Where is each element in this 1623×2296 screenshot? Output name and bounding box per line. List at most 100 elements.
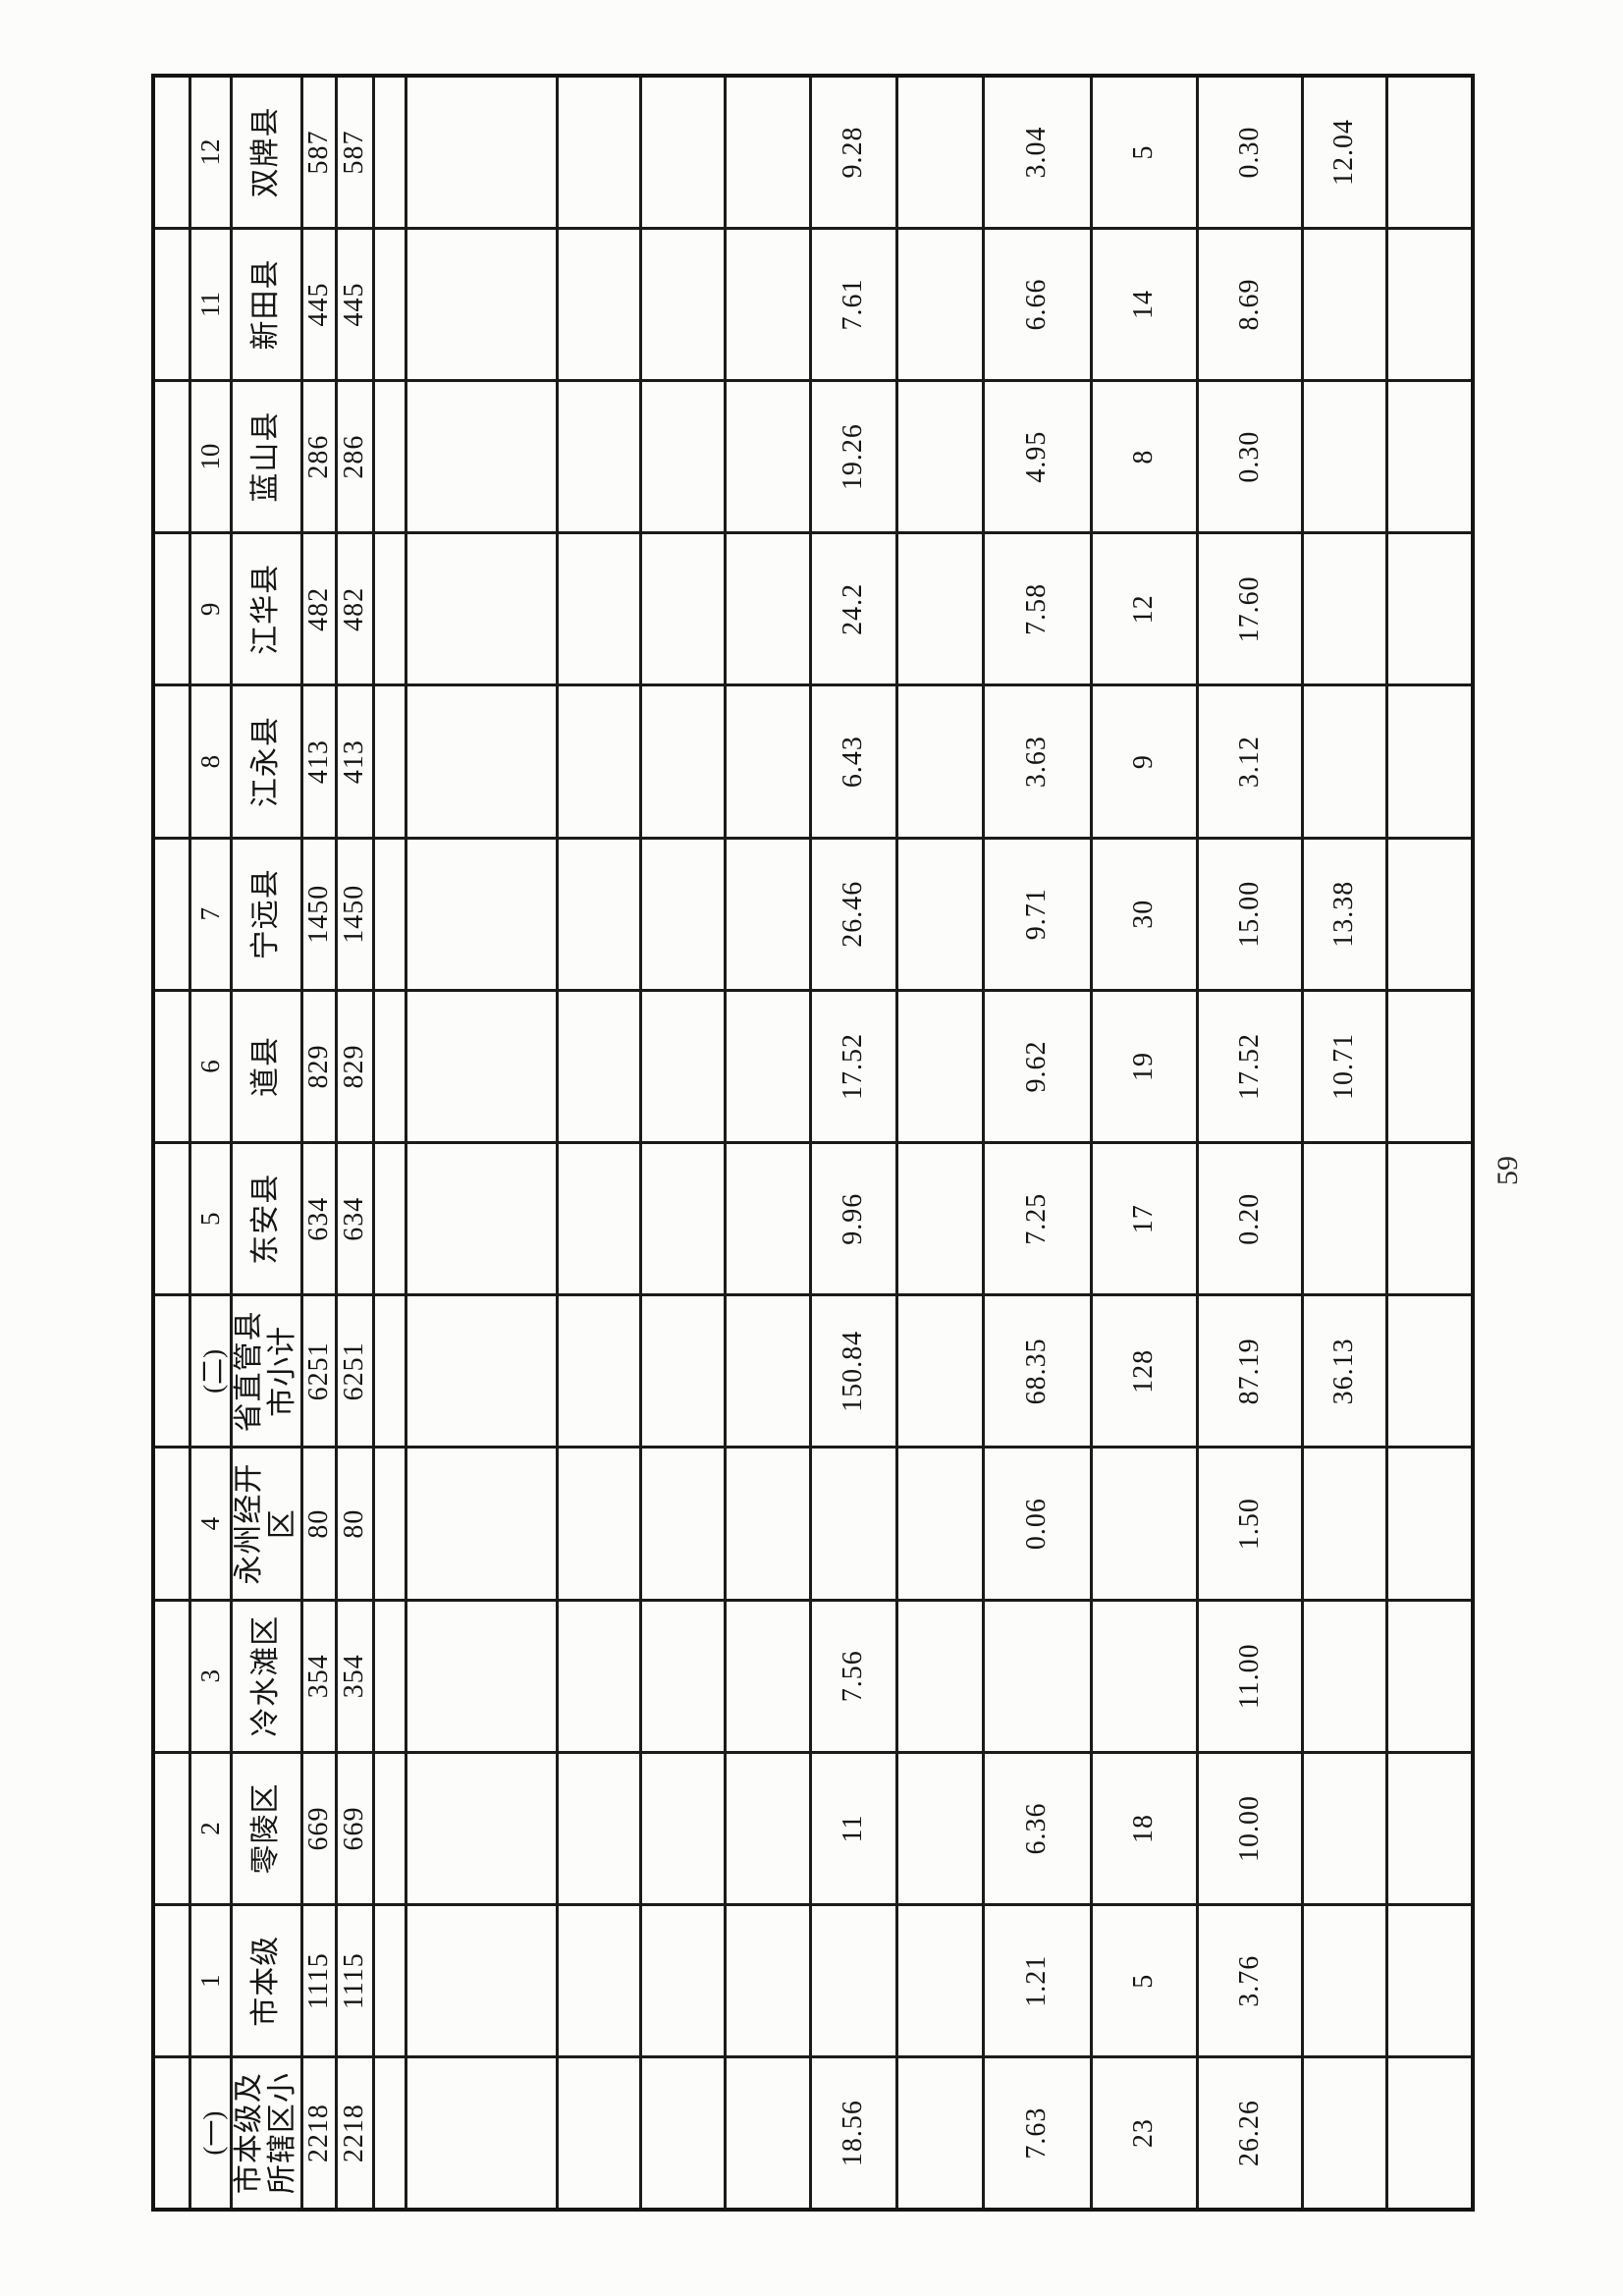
cell-col7-row13: 7.25	[983, 1142, 1091, 1295]
cell-col10-row4: 413	[301, 684, 336, 839]
cell-col3-row6	[373, 1752, 406, 1905]
cell-col14-row12	[896, 76, 983, 229]
cell-col7-row10	[725, 1142, 810, 1295]
cell-col14-row4: 587	[301, 76, 336, 229]
cell-col6-row7	[406, 1294, 557, 1448]
cell-col2-row6	[373, 1904, 406, 2057]
cell-col9-row7	[406, 838, 557, 991]
cell-col2-row10	[725, 1904, 810, 2057]
cell-col10-row9	[640, 684, 725, 839]
rotated-table-region: (一) 1 2 3 4 (二) 5 6 7 8 9 10 11 12 市本级及 所辖区小 市本级 零陵区 冷水滩区…	[151, 74, 1475, 2212]
cell-col2-row1	[153, 1904, 189, 2057]
cell-col12-row1	[153, 380, 189, 533]
cell-col1-row9	[640, 2056, 725, 2210]
cell-col5-row2: 4	[189, 1447, 231, 1601]
cell-col8-row2: 6	[189, 990, 231, 1143]
cell-col5-row5: 80	[336, 1447, 373, 1601]
cell-col8-row6	[373, 990, 406, 1143]
cell-col14-row16: 12.04	[1302, 76, 1386, 229]
table-row-9	[640, 76, 725, 2210]
cell-col9-row14: 30	[1091, 838, 1197, 991]
cell-col9-row17	[1386, 838, 1473, 991]
cell-col6-row5: 6251	[336, 1294, 373, 1448]
cell-col4-row16	[1302, 1600, 1386, 1753]
cell-col14-row8	[557, 76, 640, 229]
cell-col2-row12	[896, 1904, 983, 2057]
cell-col11-row9	[640, 532, 725, 685]
cell-col6-row12	[896, 1294, 983, 1448]
cell-col14-row7	[406, 76, 557, 229]
table-row-10	[725, 76, 810, 2210]
cell-col3-row17	[1386, 1752, 1473, 1905]
table-row-4: 2218 1115 669 354 80 6251 634 829 1450 413 482 286 4…	[301, 76, 336, 2210]
table-row-2: (一) 1 2 3 4 (二) 5 6 7 8 9 10 11 12	[189, 76, 231, 2210]
cell-col6-row1	[153, 1294, 189, 1448]
cell-col4-row10	[725, 1600, 810, 1753]
cell-col8-row14: 19	[1091, 990, 1197, 1143]
cell-col4-row2: 3	[189, 1600, 231, 1753]
cell-col14-row6	[373, 76, 406, 229]
cell-col5-row14	[1091, 1447, 1197, 1601]
cell-col13-row2: 11	[189, 228, 231, 381]
cell-col2-row8	[557, 1904, 640, 2057]
cell-col13-row7	[406, 228, 557, 381]
cell-col5-row16	[1302, 1447, 1386, 1601]
cell-col12-row11: 19.26	[810, 380, 896, 533]
cell-col7-row12	[896, 1142, 983, 1295]
cell-col9-row4: 1450	[301, 838, 336, 991]
cell-col3-row14: 18	[1091, 1752, 1197, 1905]
cell-col9-row15: 15.00	[1197, 838, 1302, 991]
cell-col13-row17	[1386, 228, 1473, 381]
cell-col13-row1	[153, 228, 189, 381]
cell-col14-row3: 双牌县	[231, 76, 301, 229]
cell-col13-row13: 6.66	[983, 228, 1091, 381]
cell-col13-row4: 445	[301, 228, 336, 381]
cell-col4-row12	[896, 1600, 983, 1753]
cell-col4-row7	[406, 1600, 557, 1753]
table-row-13: 7.63 1.21 6.36 0.06 68.35 7.25 9.62 9.71 3.63 7.5…	[983, 76, 1091, 2210]
cell-col5-row1	[153, 1447, 189, 1601]
cell-col2-row7	[406, 1904, 557, 2057]
cell-col6-row9	[640, 1294, 725, 1448]
cell-col9-row3: 宁远县	[231, 838, 301, 991]
cell-col6-row17	[1386, 1294, 1473, 1448]
cell-col1-row12	[896, 2056, 983, 2210]
cell-col11-row1	[153, 532, 189, 685]
cell-col3-row16	[1302, 1752, 1386, 1905]
cell-col3-row13: 6.36	[983, 1752, 1091, 1905]
cell-col6-row13: 68.35	[983, 1294, 1091, 1448]
cell-col1-row7	[406, 2056, 557, 2210]
cell-col11-row2: 9	[189, 532, 231, 685]
cell-col10-row8	[557, 684, 640, 839]
cell-col4-row6	[373, 1600, 406, 1753]
cell-col14-row1	[153, 76, 189, 229]
cell-col14-row11: 9.28	[810, 76, 896, 229]
cell-col5-row15: 1.50	[1197, 1447, 1302, 1601]
cell-col12-row8	[557, 380, 640, 533]
cell-col6-row8	[557, 1294, 640, 1448]
table-row-3: 市本级及 所辖区小 市本级 零陵区 冷水滩区 永州经开 区省直管县 市小计 东安县 道县 宁远…	[231, 76, 301, 2210]
cell-col13-row9	[640, 228, 725, 381]
cell-col6-row10	[725, 1294, 810, 1448]
cell-col2-row3: 市本级	[231, 1904, 301, 2057]
cell-col11-row5: 482	[336, 532, 373, 685]
cell-col4-row4: 354	[301, 1600, 336, 1753]
cell-col5-row7	[406, 1447, 557, 1601]
cell-col9-row16: 13.38	[1302, 838, 1386, 991]
cell-col2-row9	[640, 1904, 725, 2057]
cell-col12-row4: 286	[301, 380, 336, 533]
table-row-5: 2218 1115 669 354 80 6251 634 829 1450 413 482 286 4…	[336, 76, 373, 2210]
cell-col10-row13: 3.63	[983, 684, 1091, 839]
cell-col12-row16	[1302, 380, 1386, 533]
cell-col4-row5: 354	[336, 1600, 373, 1753]
cell-col13-row6	[373, 228, 406, 381]
cell-col10-row15: 3.12	[1197, 684, 1302, 839]
cell-col2-row16	[1302, 1904, 1386, 2057]
cell-col13-row5: 445	[336, 228, 373, 381]
cell-col8-row1	[153, 990, 189, 1143]
cell-col6-row11: 150.84	[810, 1294, 896, 1448]
cell-col2-row17	[1386, 1904, 1473, 2057]
cell-col7-row14: 17	[1091, 1142, 1197, 1295]
cell-col3-row8	[557, 1752, 640, 1905]
